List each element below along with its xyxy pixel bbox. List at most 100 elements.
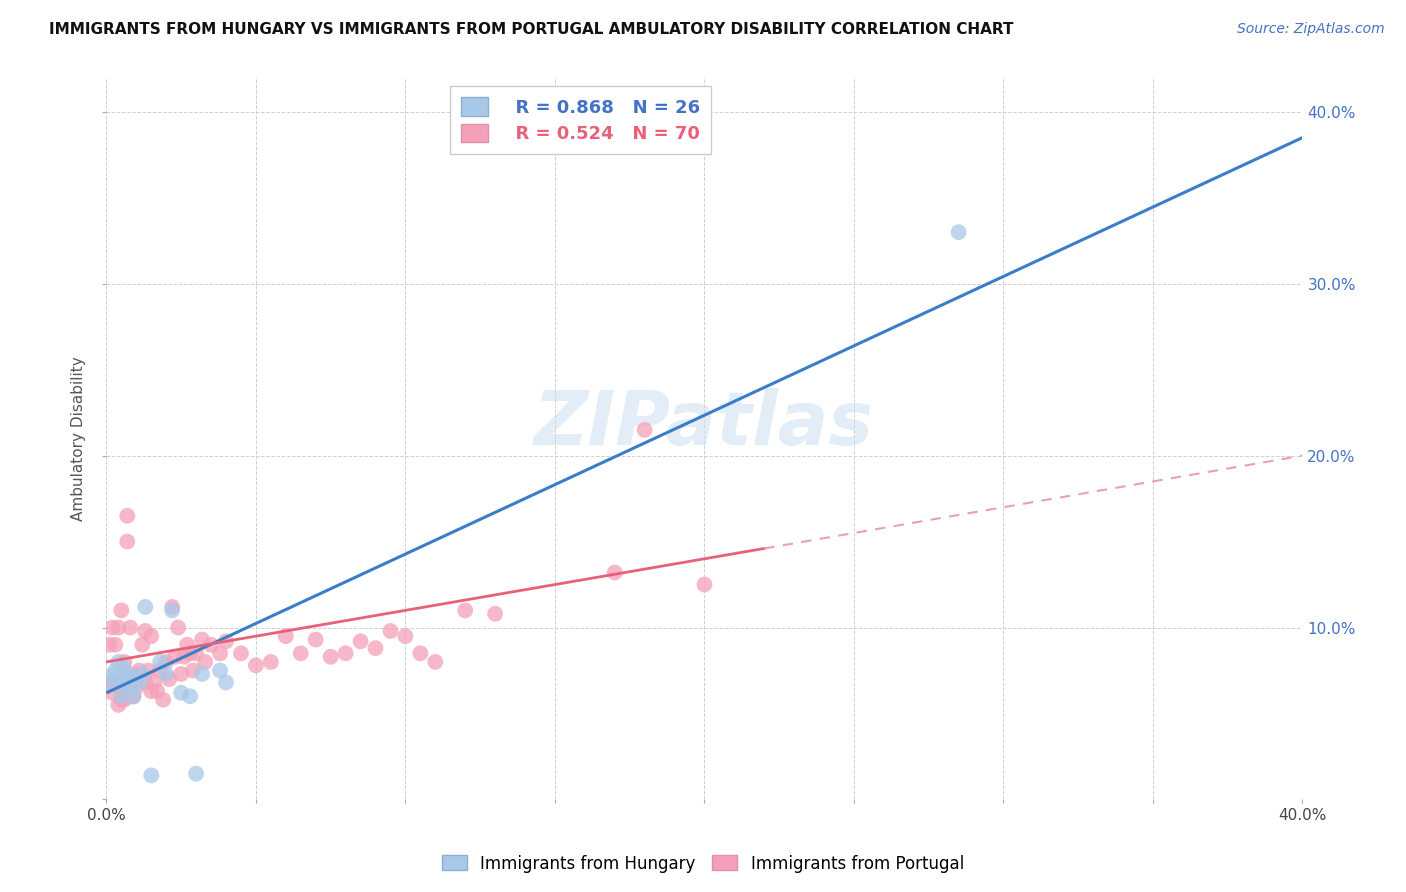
Point bbox=[179, 690, 201, 704]
Point bbox=[110, 672, 132, 686]
Point bbox=[184, 766, 207, 780]
Point bbox=[208, 646, 231, 660]
Point bbox=[141, 768, 163, 782]
Point bbox=[335, 646, 357, 660]
Point bbox=[141, 629, 163, 643]
Point bbox=[454, 603, 477, 617]
Point bbox=[149, 664, 172, 678]
Point bbox=[160, 599, 183, 614]
Y-axis label: Ambulatory Disability: Ambulatory Disability bbox=[72, 356, 86, 521]
Point bbox=[98, 675, 121, 690]
Point bbox=[134, 675, 156, 690]
Point bbox=[110, 684, 132, 698]
Point bbox=[208, 664, 231, 678]
Point bbox=[120, 681, 142, 695]
Point bbox=[484, 607, 506, 621]
Point bbox=[110, 603, 132, 617]
Point bbox=[191, 632, 214, 647]
Point bbox=[112, 681, 135, 695]
Point bbox=[125, 667, 148, 681]
Point bbox=[173, 649, 195, 664]
Point bbox=[179, 646, 201, 660]
Point bbox=[260, 655, 283, 669]
Point bbox=[131, 638, 153, 652]
Point bbox=[319, 649, 342, 664]
Point bbox=[349, 634, 371, 648]
Point bbox=[380, 624, 402, 638]
Point bbox=[181, 664, 204, 678]
Point bbox=[125, 681, 148, 695]
Point bbox=[693, 577, 716, 591]
Point bbox=[136, 664, 159, 678]
Legend: Immigrants from Hungary, Immigrants from Portugal: Immigrants from Hungary, Immigrants from… bbox=[436, 848, 970, 880]
Point bbox=[117, 508, 139, 523]
Point bbox=[155, 655, 177, 669]
Point bbox=[194, 655, 217, 669]
Point bbox=[104, 675, 127, 690]
Point bbox=[117, 667, 139, 681]
Point bbox=[107, 698, 129, 712]
Point bbox=[131, 667, 153, 681]
Point bbox=[134, 599, 156, 614]
Point bbox=[128, 675, 150, 690]
Point bbox=[215, 675, 238, 690]
Point bbox=[176, 638, 198, 652]
Point bbox=[364, 641, 387, 656]
Point bbox=[141, 684, 163, 698]
Point bbox=[149, 655, 172, 669]
Point bbox=[167, 621, 190, 635]
Point bbox=[107, 621, 129, 635]
Point bbox=[229, 646, 252, 660]
Point bbox=[120, 684, 142, 698]
Point bbox=[122, 690, 145, 704]
Point bbox=[122, 690, 145, 704]
Point bbox=[120, 621, 142, 635]
Point bbox=[101, 668, 124, 682]
Text: ZIPatlas: ZIPatlas bbox=[534, 387, 875, 460]
Point bbox=[143, 675, 166, 690]
Point bbox=[101, 686, 124, 700]
Point bbox=[274, 629, 297, 643]
Point bbox=[425, 655, 447, 669]
Point bbox=[112, 675, 135, 690]
Point bbox=[394, 629, 416, 643]
Point bbox=[200, 638, 222, 652]
Point bbox=[98, 638, 121, 652]
Point bbox=[170, 667, 193, 681]
Point bbox=[101, 621, 124, 635]
Point bbox=[112, 662, 135, 676]
Point bbox=[110, 692, 132, 706]
Point bbox=[245, 658, 267, 673]
Point bbox=[948, 225, 970, 239]
Point bbox=[110, 690, 132, 704]
Legend:   R = 0.868   N = 26,   R = 0.524   N = 70: R = 0.868 N = 26, R = 0.524 N = 70 bbox=[450, 87, 710, 154]
Point bbox=[104, 638, 127, 652]
Point bbox=[165, 649, 187, 664]
Point bbox=[122, 672, 145, 686]
Text: Source: ZipAtlas.com: Source: ZipAtlas.com bbox=[1237, 22, 1385, 37]
Point bbox=[134, 624, 156, 638]
Point bbox=[409, 646, 432, 660]
Point bbox=[112, 692, 135, 706]
Point bbox=[112, 655, 135, 669]
Point bbox=[633, 423, 655, 437]
Point bbox=[104, 664, 127, 678]
Point bbox=[603, 566, 626, 580]
Point bbox=[117, 673, 139, 688]
Point bbox=[170, 686, 193, 700]
Point bbox=[160, 603, 183, 617]
Point bbox=[125, 670, 148, 684]
Point bbox=[128, 664, 150, 678]
Text: IMMIGRANTS FROM HUNGARY VS IMMIGRANTS FROM PORTUGAL AMBULATORY DISABILITY CORREL: IMMIGRANTS FROM HUNGARY VS IMMIGRANTS FR… bbox=[49, 22, 1014, 37]
Point bbox=[184, 646, 207, 660]
Point bbox=[107, 655, 129, 669]
Point bbox=[152, 692, 174, 706]
Point bbox=[215, 634, 238, 648]
Point bbox=[122, 690, 145, 704]
Point bbox=[155, 667, 177, 681]
Point bbox=[290, 646, 312, 660]
Point bbox=[305, 632, 328, 647]
Point bbox=[98, 675, 121, 690]
Point bbox=[117, 534, 139, 549]
Point bbox=[191, 667, 214, 681]
